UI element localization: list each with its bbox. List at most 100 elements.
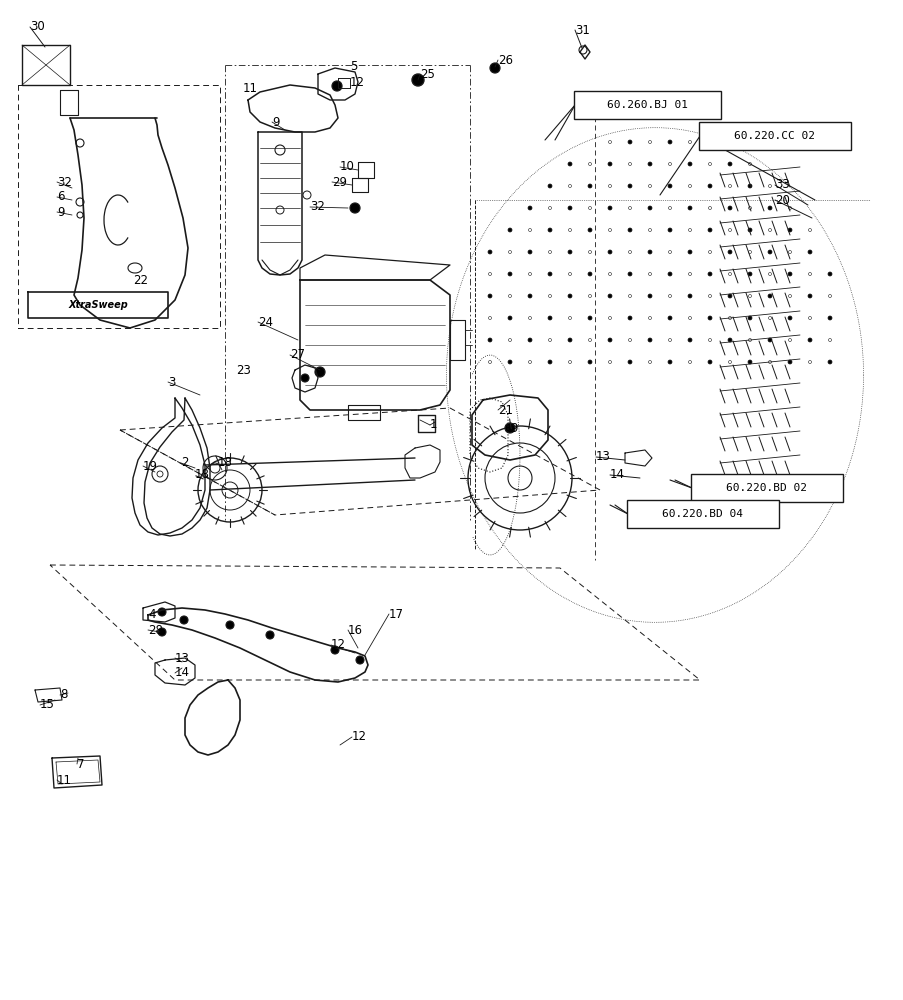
Circle shape: [507, 228, 511, 232]
Circle shape: [587, 316, 591, 320]
Circle shape: [827, 272, 831, 276]
Text: 11: 11: [243, 82, 257, 95]
Text: 11: 11: [57, 774, 72, 786]
Text: 6: 6: [57, 190, 64, 204]
Text: XtraSweep: XtraSweep: [68, 300, 127, 310]
FancyBboxPatch shape: [690, 474, 842, 502]
Circle shape: [567, 294, 572, 298]
Circle shape: [547, 228, 552, 232]
Text: 2: 2: [181, 456, 189, 470]
Text: 32: 32: [310, 200, 324, 214]
Circle shape: [727, 206, 731, 210]
Circle shape: [587, 228, 591, 232]
Circle shape: [687, 294, 691, 298]
Circle shape: [547, 272, 552, 276]
Circle shape: [727, 338, 731, 342]
Circle shape: [807, 338, 811, 342]
Circle shape: [488, 250, 491, 254]
Circle shape: [567, 206, 572, 210]
Text: 60.220.BD 04: 60.220.BD 04: [662, 509, 742, 519]
Text: 16: 16: [348, 624, 363, 637]
Circle shape: [667, 184, 671, 188]
Text: 5: 5: [349, 60, 357, 73]
Circle shape: [747, 228, 751, 232]
Circle shape: [827, 316, 831, 320]
Circle shape: [727, 162, 731, 166]
Text: 4: 4: [148, 607, 155, 620]
FancyBboxPatch shape: [698, 122, 850, 150]
Circle shape: [647, 250, 651, 254]
Circle shape: [687, 206, 691, 210]
Text: 12: 12: [349, 76, 365, 89]
Text: 60.220.CC 02: 60.220.CC 02: [733, 131, 815, 141]
Circle shape: [547, 184, 552, 188]
Circle shape: [489, 63, 499, 73]
Circle shape: [807, 294, 811, 298]
Text: 17: 17: [388, 607, 404, 620]
Text: 9: 9: [272, 115, 279, 128]
Text: 9: 9: [57, 206, 64, 219]
Circle shape: [567, 162, 572, 166]
Circle shape: [567, 338, 572, 342]
Circle shape: [787, 228, 791, 232]
Text: 15: 15: [40, 698, 55, 712]
Circle shape: [707, 228, 712, 232]
Text: 33: 33: [774, 178, 789, 192]
Circle shape: [330, 646, 339, 654]
Circle shape: [747, 272, 751, 276]
Circle shape: [707, 360, 712, 364]
Circle shape: [727, 250, 731, 254]
Text: 24: 24: [257, 316, 273, 328]
Text: 21: 21: [498, 403, 512, 416]
Circle shape: [768, 338, 771, 342]
Text: 14: 14: [610, 468, 624, 482]
Text: 13: 13: [175, 652, 190, 664]
Text: 8: 8: [60, 688, 68, 702]
Circle shape: [412, 74, 424, 86]
Circle shape: [507, 316, 511, 320]
Circle shape: [687, 250, 691, 254]
Circle shape: [488, 338, 491, 342]
Text: 13: 13: [595, 450, 610, 464]
Circle shape: [608, 206, 611, 210]
Circle shape: [527, 338, 531, 342]
Text: 1: 1: [430, 418, 437, 432]
Text: 10: 10: [340, 160, 355, 174]
Circle shape: [628, 228, 631, 232]
Text: 32: 32: [57, 176, 72, 188]
Text: 25: 25: [420, 68, 434, 81]
Circle shape: [507, 360, 511, 364]
Text: 3: 3: [168, 375, 175, 388]
Circle shape: [158, 608, 166, 616]
Text: 9: 9: [509, 422, 517, 434]
Circle shape: [727, 294, 731, 298]
Text: 27: 27: [290, 349, 304, 361]
Circle shape: [647, 338, 651, 342]
Circle shape: [331, 81, 341, 91]
Circle shape: [667, 360, 671, 364]
Circle shape: [667, 316, 671, 320]
Circle shape: [507, 272, 511, 276]
Circle shape: [768, 250, 771, 254]
Circle shape: [505, 423, 515, 433]
Circle shape: [608, 294, 611, 298]
Circle shape: [747, 360, 751, 364]
Circle shape: [667, 140, 671, 144]
FancyBboxPatch shape: [573, 91, 721, 119]
Text: 12: 12: [330, 639, 346, 652]
Circle shape: [787, 360, 791, 364]
Circle shape: [768, 294, 771, 298]
Text: 7: 7: [77, 758, 84, 770]
Text: 60.220.BD 02: 60.220.BD 02: [726, 483, 806, 493]
FancyBboxPatch shape: [627, 500, 778, 528]
Text: 19: 19: [143, 460, 158, 473]
Circle shape: [628, 184, 631, 188]
Circle shape: [787, 316, 791, 320]
Circle shape: [587, 272, 591, 276]
Text: 30: 30: [30, 20, 45, 33]
Text: 31: 31: [574, 23, 590, 36]
Circle shape: [747, 316, 751, 320]
Circle shape: [608, 338, 611, 342]
Circle shape: [807, 250, 811, 254]
Circle shape: [488, 294, 491, 298]
